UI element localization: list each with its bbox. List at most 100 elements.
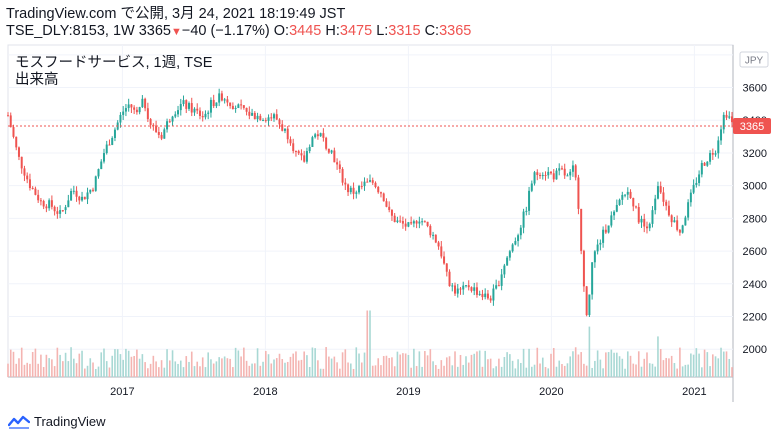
candle-body	[149, 119, 152, 125]
candle-body	[218, 93, 221, 103]
volume-bar	[393, 366, 396, 377]
candle-body	[39, 200, 42, 202]
volume-bar	[108, 367, 111, 377]
candle-body	[440, 246, 443, 257]
volume-bar	[695, 348, 698, 377]
volume-bar	[144, 362, 146, 377]
candle-body	[497, 285, 500, 287]
candle-body	[517, 235, 520, 242]
candle-body	[327, 148, 330, 153]
volume-bar	[517, 359, 519, 377]
volume-bar	[690, 353, 692, 377]
candle-body	[412, 221, 415, 224]
volume-bar	[363, 352, 366, 377]
volume-bar	[465, 356, 467, 377]
candle-body	[28, 179, 31, 189]
price-chart[interactable]: 2000220024002600280030003200340036003800…	[0, 40, 784, 410]
volume-bar	[37, 363, 39, 377]
chart-grid	[7, 44, 734, 402]
tradingview-logo-icon	[8, 415, 30, 429]
candle-body	[684, 217, 687, 226]
candle-body	[204, 113, 207, 118]
volume-bar	[223, 356, 226, 377]
volume-bar	[720, 347, 722, 377]
volume-bar	[308, 367, 311, 377]
volume-bar	[520, 362, 522, 377]
candle-body	[393, 215, 396, 223]
candle-body	[415, 221, 418, 224]
candle-body	[245, 107, 248, 112]
volume-bar	[561, 364, 563, 377]
volume-bar	[59, 354, 61, 377]
candle-body	[437, 242, 440, 247]
volume-bar	[256, 348, 259, 377]
candle-body	[12, 127, 15, 137]
candle-body	[325, 137, 328, 149]
volume-bar	[94, 368, 97, 377]
candle-body	[382, 193, 385, 202]
candle-body	[212, 99, 215, 107]
candle-body	[399, 220, 402, 222]
candle-body	[163, 129, 166, 139]
volume-bar	[670, 355, 673, 377]
candle-body	[555, 170, 558, 180]
candle-body	[426, 221, 429, 227]
candle-body	[286, 128, 289, 140]
volume-bar	[114, 349, 116, 377]
volume-bar	[64, 352, 67, 377]
volume-bar	[391, 357, 393, 377]
volume-bar	[185, 356, 188, 377]
volume-bar	[201, 357, 204, 377]
volume-bar	[385, 355, 388, 377]
volume-bar	[226, 358, 229, 377]
candle-body	[223, 99, 226, 101]
price-change: −40 (−1.17%)	[181, 23, 270, 39]
volume-bar	[73, 358, 75, 377]
volume-bar	[229, 358, 231, 377]
volume-bar	[34, 348, 37, 377]
volume-bar	[498, 358, 500, 377]
volume-bar	[273, 359, 275, 377]
volume-bar	[616, 352, 618, 377]
volume-bar	[435, 365, 437, 377]
volume-bar	[339, 368, 341, 377]
candle-body	[188, 103, 191, 109]
candle-body	[248, 111, 251, 116]
volume-bar	[325, 347, 327, 377]
footer[interactable]: TradingView	[8, 414, 106, 429]
volume-bar	[147, 368, 149, 377]
candle-body	[185, 100, 188, 109]
candle-body	[478, 293, 481, 295]
volume-bar	[550, 353, 552, 377]
volume-bar	[15, 363, 18, 377]
volume-bar	[281, 359, 284, 377]
candle-body	[720, 129, 723, 141]
price-tick-label: 2000	[743, 344, 767, 356]
candle-body	[388, 206, 391, 210]
volume-bar	[182, 367, 185, 377]
volume-bar	[133, 356, 135, 377]
volume-bar	[539, 363, 541, 377]
volume-bar	[292, 353, 295, 377]
volume-bar	[706, 352, 709, 377]
candle-body	[92, 189, 95, 191]
candle-body	[262, 120, 265, 122]
candle-body	[316, 134, 319, 137]
volume-bar	[481, 366, 484, 377]
volume-bar	[86, 365, 89, 377]
candle-body	[358, 186, 361, 193]
volume-bar	[62, 361, 64, 377]
candle-body	[23, 168, 26, 176]
candle-body	[580, 208, 583, 251]
candle-body	[637, 206, 640, 223]
candle-body	[72, 190, 75, 192]
candle-body	[484, 293, 487, 298]
volume-bar	[728, 358, 731, 377]
candle-body	[341, 168, 344, 183]
candle-body	[26, 175, 29, 180]
volume-bar	[692, 354, 695, 377]
volume-bar	[489, 358, 492, 377]
volume-bars	[7, 310, 733, 377]
candle-body	[34, 188, 37, 195]
candle-body	[281, 124, 284, 131]
